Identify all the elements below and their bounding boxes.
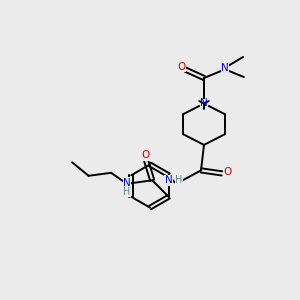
- Text: H: H: [123, 187, 131, 197]
- Text: N: N: [165, 175, 172, 185]
- Text: N: N: [123, 178, 131, 188]
- Text: N: N: [221, 63, 229, 74]
- Text: N: N: [200, 98, 208, 109]
- Text: O: O: [223, 167, 232, 177]
- Text: O: O: [141, 150, 149, 161]
- Text: O: O: [177, 61, 186, 72]
- Text: H: H: [176, 175, 183, 185]
